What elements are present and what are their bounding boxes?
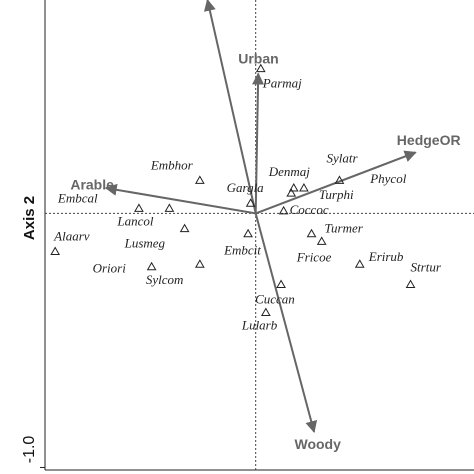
species-label: Denmaj: [268, 164, 311, 179]
species-point: [134, 203, 144, 212]
vector-label: Arable: [70, 176, 114, 192]
vector-label: Urban: [238, 50, 278, 66]
species-point: [255, 63, 266, 73]
species-label: Lancol: [116, 213, 154, 228]
vector-label: HedgeOR: [397, 132, 461, 148]
vector-arrow: [254, 213, 318, 434]
species-point: [278, 205, 289, 215]
species-point: [146, 261, 157, 271]
species-label: Alaarv: [53, 228, 90, 243]
species-point: [245, 198, 256, 207]
species-label: Lularb: [241, 317, 278, 332]
species-label: Gargla: [227, 180, 265, 195]
species-point: [243, 228, 253, 238]
species-label: Coccoc: [290, 202, 329, 217]
vector-arrow: [203, 0, 257, 214]
species-point: [299, 182, 309, 192]
species-label: Erirub: [368, 249, 404, 264]
vector-arrow: [104, 183, 256, 215]
species-label: Sylcom: [146, 272, 184, 287]
y-tick-label: -1.0: [21, 436, 38, 464]
species-point: [354, 259, 365, 268]
species-point: [164, 203, 175, 212]
species-point: [288, 182, 299, 192]
y-axis-label: Axis 2: [21, 196, 38, 240]
species-label: Turphi: [319, 187, 354, 202]
species-point: [179, 223, 190, 233]
species-point: [405, 279, 416, 289]
species-label: Sylatr: [326, 150, 358, 165]
species-point: [316, 236, 327, 245]
species-point: [334, 175, 345, 184]
species-point: [286, 188, 297, 197]
species-label: Cuccan: [255, 292, 295, 307]
species-point: [50, 246, 61, 256]
species-point: [276, 279, 286, 289]
species-point: [306, 228, 317, 238]
species-label: Strtur: [411, 260, 442, 275]
vector-arrow: [252, 72, 265, 214]
species-point: [194, 259, 205, 268]
species-label: Parmaj: [262, 76, 302, 91]
species-label: Embcit: [223, 243, 261, 258]
species-label: Embcal: [57, 190, 98, 205]
species-label: Fricoe: [296, 249, 332, 264]
vector-label: Woody: [294, 436, 341, 452]
species-label: Oriori: [93, 261, 127, 276]
species-label: Turmer: [325, 221, 364, 236]
species-label: Lusmeg: [124, 236, 166, 251]
species-label: Phycol: [369, 171, 406, 186]
species-point: [194, 175, 205, 184]
species-label: Embhor: [150, 157, 194, 172]
species-point: [260, 307, 271, 316]
